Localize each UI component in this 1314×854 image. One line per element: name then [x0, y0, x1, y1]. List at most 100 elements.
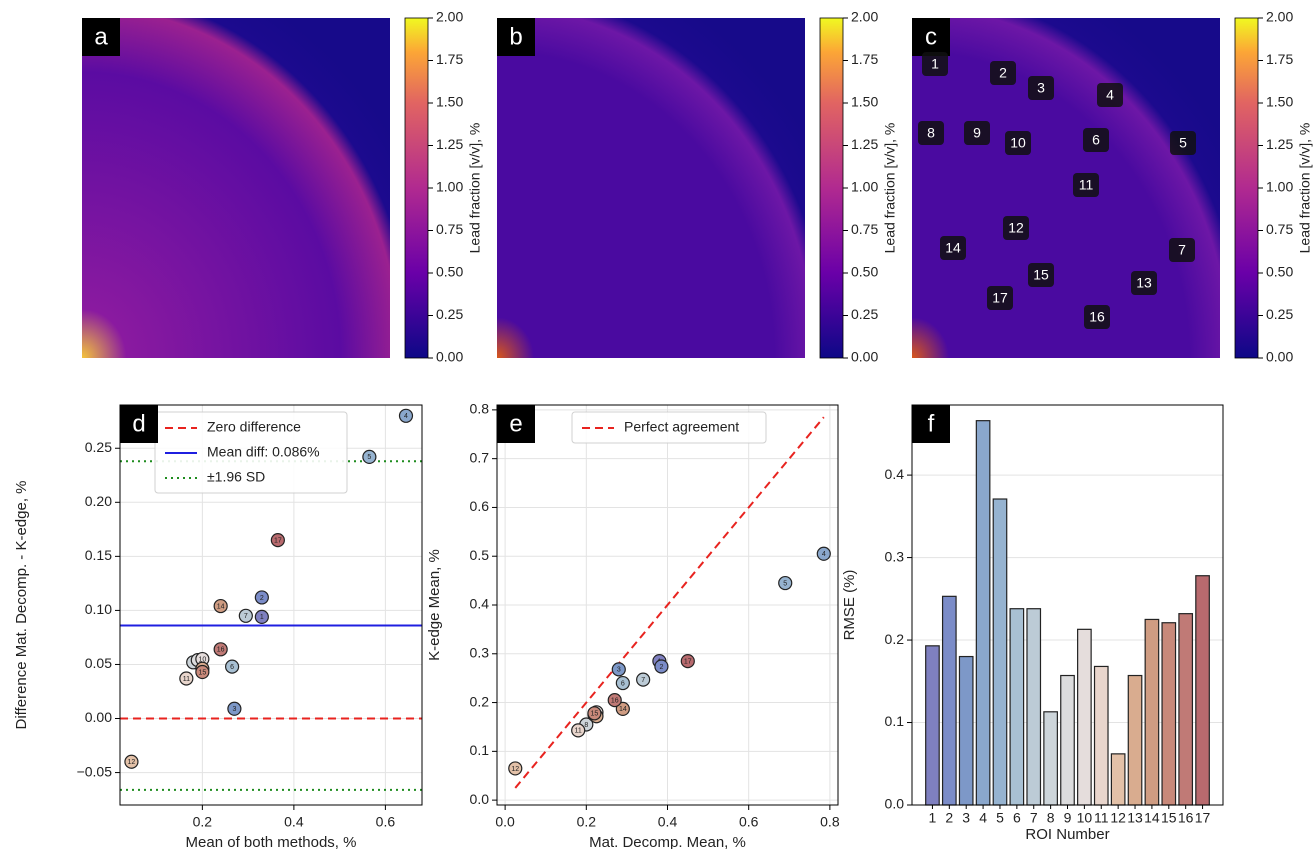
roi-label: 3: [1037, 80, 1045, 96]
bar: [1195, 575, 1210, 806]
point: [615, 701, 630, 717]
roi-label: 17: [992, 290, 1008, 306]
roi-label: 16: [1089, 309, 1105, 325]
y-tick-label: 0.1: [885, 713, 905, 729]
roi-label: 2: [999, 65, 1007, 81]
y-tick-label: 0.2: [470, 693, 490, 709]
point: [508, 761, 523, 776]
x-tick-label: 10: [1077, 810, 1093, 826]
panel-label: c: [925, 23, 937, 50]
bar: [1077, 628, 1092, 806]
image: [82, 18, 390, 358]
x-tick-label: 0.8: [820, 814, 840, 830]
bar: [925, 645, 940, 806]
panel-label: f: [928, 410, 935, 437]
x-tick-label: 17: [1195, 810, 1211, 826]
x-tick-label: 3: [962, 810, 970, 826]
x-axis-label: Mat. Decomp. Mean, %: [589, 834, 746, 849]
point: [124, 754, 139, 769]
colorbar-tick-label: 1.00: [436, 179, 463, 195]
frame: [911, 404, 1224, 806]
x-tick-label: 2: [945, 810, 953, 826]
colorbar-tick-label: 0.75: [1266, 221, 1293, 237]
y-tick-label: 0.3: [470, 644, 490, 660]
colorbar-tick-label: 1.75: [1266, 51, 1293, 67]
point: [398, 408, 414, 423]
frame: [119, 404, 423, 806]
roi-box: [1131, 271, 1157, 295]
colorbar-label: Lead fraction [v/v], %: [882, 123, 898, 254]
point-label: 17: [274, 537, 282, 544]
point: [607, 693, 622, 708]
colorbar: [404, 17, 429, 359]
x-tick-label: 14: [1144, 810, 1160, 826]
point-label: 6: [621, 680, 625, 687]
legend-label: Zero difference: [207, 419, 301, 435]
colorbar-tick-label: 2.00: [851, 9, 878, 25]
roi-box: [1097, 83, 1123, 107]
x-tick-label: 7: [1030, 810, 1038, 826]
point: [680, 653, 695, 669]
legend-label: ±1.96 SD: [207, 469, 265, 485]
roi-label: 4: [1106, 87, 1114, 103]
roi-label: 8: [927, 125, 935, 141]
bar: [1009, 608, 1025, 806]
panel-label-box: [912, 18, 950, 56]
roi-box: [1028, 76, 1054, 100]
y-tick-label: 0.1: [470, 742, 490, 758]
bar: [992, 498, 1008, 806]
point: [362, 449, 377, 464]
point-label: 15: [591, 711, 599, 718]
colorbar-tick-label: 2.00: [1266, 9, 1293, 25]
x-tick-label: 15: [1161, 810, 1177, 826]
x-tick-label: 16: [1178, 810, 1194, 826]
roi-label: 13: [1136, 275, 1152, 291]
point-label: 8: [584, 722, 588, 729]
roi-label: 6: [1092, 132, 1100, 148]
point-label: 3: [232, 706, 236, 713]
roi-box: [1073, 173, 1099, 197]
roi-label: 5: [1179, 135, 1187, 151]
point-label: 1: [260, 614, 264, 621]
y-tick-label: 0.15: [85, 547, 112, 563]
y-tick-label: 0.10: [85, 601, 112, 617]
x-tick-label: 4: [979, 810, 987, 826]
point: [778, 575, 793, 591]
point: [213, 598, 228, 614]
y-tick-label: 0.0: [885, 796, 905, 812]
colorbar-tick-label: 1.50: [851, 94, 878, 110]
point: [213, 642, 228, 657]
point-label: 3: [617, 667, 621, 674]
x-tick-label: 6: [1013, 810, 1021, 826]
bar: [1161, 622, 1177, 806]
roi-label: 9: [973, 125, 981, 141]
roi-box: [990, 61, 1016, 85]
x-tick-label: 12: [1110, 810, 1126, 826]
point: [587, 706, 602, 721]
roi-label: 11: [1079, 177, 1094, 193]
colorbar-tick-label: 0.50: [436, 264, 463, 280]
point: [571, 723, 586, 738]
y-tick-label: 0.05: [85, 655, 112, 671]
point-label: 10: [198, 656, 206, 663]
point: [636, 672, 651, 687]
point-label: 5: [783, 580, 787, 587]
point: [611, 662, 626, 677]
legend-label: Perfect agreement: [624, 419, 739, 435]
x-tick-label: 0.6: [739, 814, 759, 830]
legend-box: [571, 411, 767, 444]
bar: [1093, 665, 1109, 806]
point-label: 11: [183, 676, 190, 683]
y-tick-label: 0.7: [470, 449, 490, 465]
colorbar-tick-label: 0.50: [851, 264, 878, 280]
point-label: 4: [404, 413, 408, 420]
y-tick-label: 0.25: [85, 439, 112, 455]
y-tick-label: 0.8: [470, 401, 490, 417]
point-label: 7: [244, 613, 248, 620]
point-label: 5: [367, 454, 371, 461]
roi-box: [964, 121, 990, 145]
bar: [1060, 674, 1075, 806]
colorbar-tick-label: 1.75: [436, 51, 463, 67]
point-label: 14: [217, 603, 225, 610]
